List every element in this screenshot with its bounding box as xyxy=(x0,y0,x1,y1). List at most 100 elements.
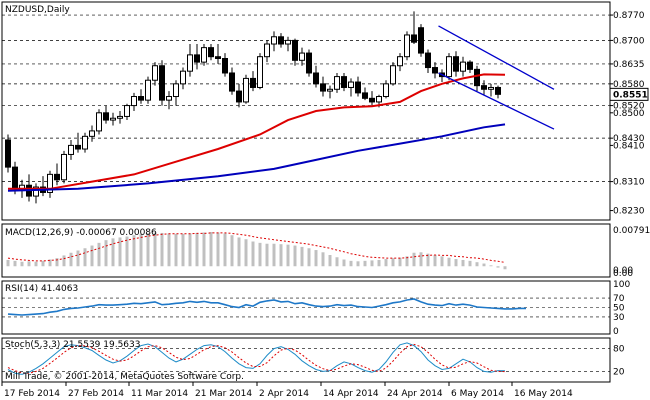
candle-body xyxy=(124,105,130,117)
candle-body xyxy=(334,76,340,90)
macd-bar xyxy=(447,257,451,267)
macd-bar xyxy=(188,233,192,267)
candle-body xyxy=(187,54,193,72)
rsi-tick-label: 30 xyxy=(613,313,625,323)
candle-body xyxy=(257,56,263,88)
stoch-signal-line xyxy=(7,343,506,374)
macd-bar xyxy=(398,257,402,267)
macd-bar xyxy=(62,255,66,267)
macd-panel-title: MACD(12,26,9) -0.00067 0.00086 xyxy=(5,228,157,238)
candle-body xyxy=(425,52,431,69)
candle-body xyxy=(467,61,473,70)
candle-body xyxy=(12,166,18,190)
stoch-panel[interactable]: 80 20 xyxy=(1,337,625,383)
stoch-main-line xyxy=(7,342,506,375)
macd-bar xyxy=(223,233,227,267)
macd-bar xyxy=(153,232,157,267)
macd-tick-label: 0.00 xyxy=(613,269,633,279)
candle-body xyxy=(278,36,284,45)
macd-bar xyxy=(230,235,234,267)
candle-body xyxy=(131,96,137,107)
panel-frame xyxy=(1,337,611,383)
candle-body xyxy=(460,61,466,72)
candle-body xyxy=(390,65,396,85)
macd-bar xyxy=(55,258,59,267)
stoch-tick-label: 80 xyxy=(613,345,625,355)
price-tick-label: 0.8500 xyxy=(613,109,645,119)
candle-body xyxy=(313,72,319,85)
candle-body xyxy=(285,39,291,45)
candle-body xyxy=(222,58,228,74)
series-channel-lower xyxy=(438,72,555,130)
macd-bar xyxy=(272,243,276,267)
macd-bar xyxy=(181,233,185,267)
candle-body xyxy=(61,153,67,181)
candle-body xyxy=(299,52,305,61)
price-tick-label: 0.8230 xyxy=(613,207,645,217)
stoch-panel-title: Stoch(5,3,3) 21.5539 19.5633 xyxy=(5,340,140,350)
rsi-panel-title: RSI(14) 41.4063 xyxy=(5,284,78,294)
macd-bar xyxy=(370,260,374,267)
candle-body xyxy=(348,81,354,88)
candle-body xyxy=(306,52,312,74)
candle-body xyxy=(355,81,361,94)
rsi-line xyxy=(7,298,526,316)
candle-body xyxy=(264,43,270,58)
macd-bar xyxy=(139,233,143,267)
candle-body xyxy=(152,65,158,81)
time-tick-label: 11 Mar 2014 xyxy=(131,389,188,399)
series-channel-upper xyxy=(438,25,555,90)
rsi-tick-label: 100 xyxy=(613,280,630,290)
macd-bar xyxy=(97,242,101,267)
macd-bar xyxy=(496,266,500,268)
candle-body xyxy=(215,56,221,60)
time-tick-label: 24 Apr 2014 xyxy=(387,389,443,399)
candle-body xyxy=(383,83,389,98)
series-MA-red xyxy=(8,73,506,190)
price-panel-title: NZDUSD,Daily xyxy=(5,5,70,15)
macd-bar xyxy=(426,253,430,267)
macd-bar xyxy=(111,238,115,267)
price-tick-label: 0.8770 xyxy=(613,11,645,21)
candle-body xyxy=(271,36,277,45)
candle-body xyxy=(474,68,480,87)
macd-bar xyxy=(244,239,248,267)
time-tick-label: 17 Feb 2014 xyxy=(4,389,60,399)
candle-body xyxy=(229,72,235,92)
candle-body xyxy=(166,96,172,101)
candle-body xyxy=(243,77,249,103)
candle-body xyxy=(236,90,242,103)
candle-body xyxy=(47,173,53,193)
macd-bar xyxy=(279,244,283,267)
candle-body xyxy=(446,56,452,78)
macd-bar xyxy=(335,257,339,267)
time-tick-label: 6 May 2014 xyxy=(451,389,504,399)
macd-bar xyxy=(307,248,311,267)
candle-body xyxy=(320,83,326,92)
time-tick-label: 2 Apr 2014 xyxy=(259,389,309,399)
candle-body xyxy=(397,56,403,67)
macd-bar xyxy=(475,262,479,267)
candle-body xyxy=(159,65,165,101)
price-tick-label: 0.8635 xyxy=(613,60,645,70)
macd-bar xyxy=(83,248,87,267)
time-axis: 17 Feb 2014 27 Feb 2014 11 Mar 2014 21 Mar … xyxy=(1,382,573,399)
price-tick-label: 0.8310 xyxy=(613,178,645,188)
candle-body xyxy=(145,79,151,101)
macd-bar xyxy=(349,260,353,267)
candle-body xyxy=(33,186,39,197)
candle-body xyxy=(103,112,109,121)
candle-body xyxy=(173,83,179,98)
candle-body xyxy=(89,130,95,137)
candle-body xyxy=(117,115,123,119)
candle-body xyxy=(327,88,333,92)
watermark: Mill Trade, © 2001-2014, MetaQuotes Soft… xyxy=(5,372,244,382)
macd-bar xyxy=(27,261,31,267)
price-tick-label: 0.8700 xyxy=(613,36,645,46)
price-tick-label: 0.8580 xyxy=(613,80,645,90)
time-tick-label: 16 May 2014 xyxy=(514,389,573,399)
macd-bar xyxy=(237,237,241,267)
